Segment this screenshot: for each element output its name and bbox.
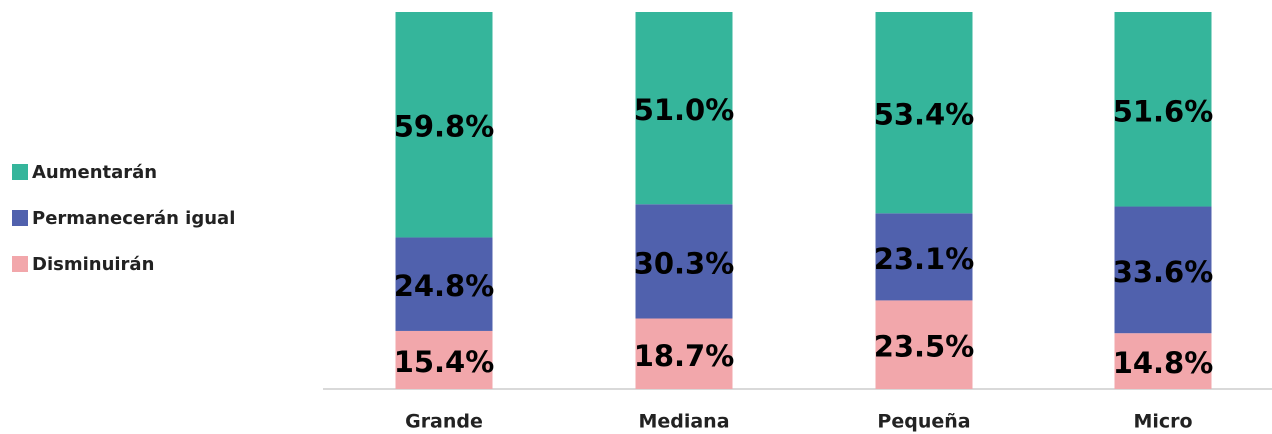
value-label: 23.5% [874, 330, 975, 364]
legend-swatch [12, 164, 28, 180]
x-tick-label: Mediana [638, 411, 729, 433]
bar-segment [395, 330, 493, 389]
legend-swatch [12, 256, 28, 272]
bar-segment [875, 213, 973, 301]
bar-segment [635, 204, 733, 319]
value-label: 15.4% [394, 345, 495, 379]
legend-swatch [12, 210, 28, 226]
value-label: 14.8% [1113, 346, 1214, 380]
legend-label: Aumentarán [32, 162, 157, 183]
legend-label: Permanecerán igual [32, 208, 235, 229]
bar-segment [635, 12, 733, 205]
bar-segment [1114, 12, 1212, 207]
value-label: 53.4% [874, 98, 975, 132]
bar-segment [875, 12, 973, 214]
value-label: 23.1% [874, 242, 975, 276]
bar-segment [1114, 206, 1212, 334]
bar-segment [635, 318, 733, 389]
value-label: 33.6% [1113, 255, 1214, 289]
value-label: 30.3% [634, 246, 735, 280]
value-label: 51.0% [634, 93, 735, 127]
x-tick-label: Pequeña [877, 411, 970, 433]
x-tick-label: Grande [405, 411, 483, 433]
bar-segment [395, 237, 493, 331]
legend-label: Disminuirán [32, 254, 154, 275]
value-label: 59.8% [394, 110, 495, 144]
bar-segment [1114, 333, 1212, 389]
value-label: 24.8% [394, 269, 495, 303]
value-label: 18.7% [634, 339, 735, 373]
x-tick-label: Micro [1133, 411, 1192, 433]
bar-segment [875, 300, 973, 389]
value-label: 51.6% [1113, 94, 1214, 128]
bar-segment [395, 12, 493, 238]
